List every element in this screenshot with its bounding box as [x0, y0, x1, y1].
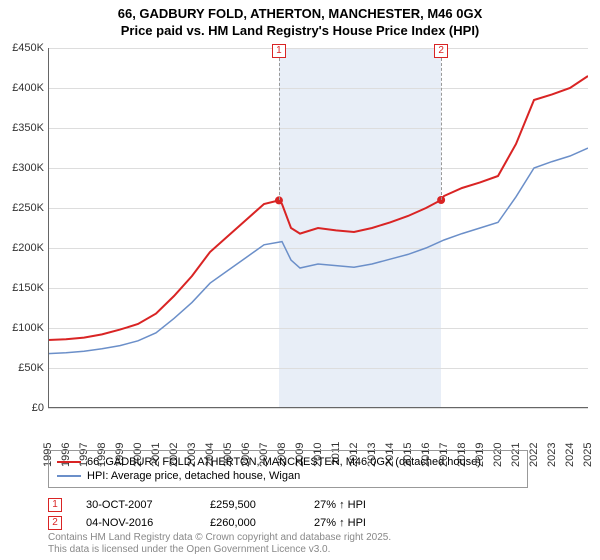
footer-attribution: Contains HM Land Registry data © Crown c…: [48, 532, 391, 556]
y-tick-label: £400K: [4, 82, 44, 94]
marker-label: 2: [434, 44, 448, 58]
marker-label: 1: [272, 44, 286, 58]
line-chart-svg: [48, 48, 588, 408]
y-tick-label: £100K: [4, 322, 44, 334]
x-tick-label: 2023: [546, 442, 558, 466]
chart-area: £0£50K£100K£150K£200K£250K£300K£350K£400…: [48, 48, 588, 408]
annotation-row: 204-NOV-2016£260,00027% ↑ HPI: [48, 514, 366, 532]
y-tick-label: £350K: [4, 122, 44, 134]
x-axis-line: [48, 407, 588, 408]
x-tick-label: 2022: [528, 442, 540, 466]
y-tick-label: £250K: [4, 202, 44, 214]
legend: 66, GADBURY FOLD, ATHERTON, MANCHESTER, …: [48, 450, 528, 488]
series-line: [48, 76, 588, 340]
x-tick-label: 2024: [564, 442, 576, 466]
x-tick-label: 2025: [582, 442, 594, 466]
y-tick-label: £300K: [4, 162, 44, 174]
footer-line-2: This data is licensed under the Open Gov…: [48, 544, 391, 556]
series-line: [48, 148, 588, 354]
title-line-2: Price paid vs. HM Land Registry's House …: [0, 23, 600, 40]
y-tick-label: £150K: [4, 282, 44, 294]
annotation-table: 130-OCT-2007£259,50027% ↑ HPI204-NOV-201…: [48, 496, 366, 532]
y-axis-line: [48, 48, 49, 408]
legend-item: 66, GADBURY FOLD, ATHERTON, MANCHESTER, …: [57, 455, 519, 469]
annotation-row: 130-OCT-2007£259,50027% ↑ HPI: [48, 496, 366, 514]
y-tick-label: £200K: [4, 242, 44, 254]
title-line-1: 66, GADBURY FOLD, ATHERTON, MANCHESTER, …: [0, 6, 600, 23]
y-tick-label: £450K: [4, 42, 44, 54]
footer-line-1: Contains HM Land Registry data © Crown c…: [48, 532, 391, 544]
legend-item: HPI: Average price, detached house, Wiga…: [57, 469, 519, 483]
chart-title: 66, GADBURY FOLD, ATHERTON, MANCHESTER, …: [0, 0, 600, 40]
y-tick-label: £50K: [4, 362, 44, 374]
y-tick-label: £0: [4, 402, 44, 414]
